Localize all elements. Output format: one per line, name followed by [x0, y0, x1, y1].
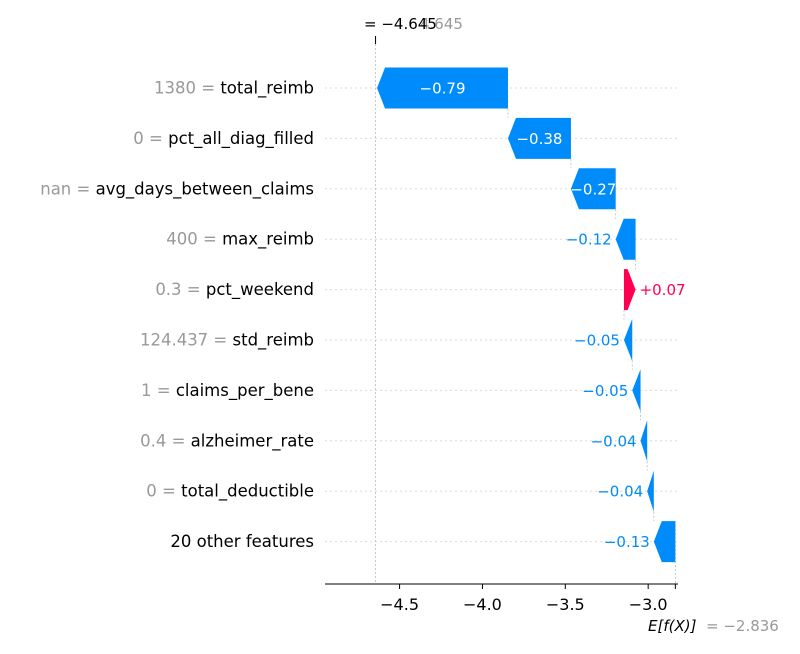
bar-value-label: +0.07: [640, 281, 686, 299]
feature-value: 0.4 =: [140, 431, 191, 450]
bar-avg-days-between-claims: [570, 168, 616, 210]
feature-label: nan = avg_days_between_claims: [40, 179, 314, 199]
feature-label: 1 = claims_per_bene: [141, 381, 314, 401]
feature-label: 0 = total_deductible: [146, 482, 314, 502]
bar-std-reimb: [623, 319, 633, 361]
bar-value-label: −0.05: [574, 332, 620, 350]
feature-label: 124.437 = std_reimb: [140, 331, 314, 351]
bar-value-label: −0.27: [570, 180, 616, 198]
x-tick-label: −4.5: [380, 595, 419, 614]
labels-layer: −0.79 1380 = total_reimb −0.38 0 = pct_all_…: [40, 79, 685, 552]
fx-ghost-label: 4.645: [420, 15, 463, 33]
feature-value: 1 =: [141, 381, 176, 400]
expected-value-label: = −2.836: [706, 617, 779, 635]
bar-max-reimb: [615, 218, 636, 260]
feature-name: pct_weekend: [206, 280, 314, 300]
reference-lines: [375, 36, 676, 584]
bar-value-label: −0.12: [566, 231, 612, 249]
feature-label: 0.4 = alzheimer_rate: [140, 431, 314, 451]
feature-label: 20 other features: [170, 532, 314, 551]
bar-value-label: −0.04: [597, 483, 643, 501]
bars-layer: [377, 67, 676, 563]
bar-total-reimb: [377, 67, 508, 109]
feature-value: 400 =: [166, 230, 222, 249]
feature-label: 0 = pct_all_diag_filled: [133, 129, 314, 149]
grid-layer: [325, 87, 678, 543]
feature-label: 1380 = total_reimb: [154, 79, 314, 99]
feature-name: total_deductible: [181, 482, 314, 502]
feature-name: avg_days_between_claims: [96, 179, 314, 199]
feature-value: 124.437 =: [140, 331, 233, 350]
bar-value-label: −0.13: [604, 533, 650, 551]
feature-label: 400 = max_reimb: [166, 230, 314, 250]
feature-value: 0 =: [146, 482, 181, 501]
feature-label: 0.3 = pct_weekend: [155, 280, 314, 300]
bar-value-label: −0.05: [582, 382, 628, 400]
feature-value: 0 =: [133, 129, 168, 148]
bar-value-label: −0.79: [420, 80, 466, 98]
x-axis: −4.5 −4.0 −3.5 −3.0: [325, 583, 678, 614]
feature-name: 20 other features: [170, 532, 314, 551]
bar-alzheimer-rate: [640, 420, 648, 462]
feature-value: 1380 =: [154, 79, 220, 98]
feature-value: nan =: [40, 179, 95, 198]
feature-name: alzheimer_rate: [191, 431, 314, 451]
x-tick-label: −3.0: [629, 595, 668, 614]
feature-name: claims_per_bene: [176, 381, 314, 401]
bar-20-other-features: [653, 521, 676, 563]
bar-claims-per-bene: [632, 369, 641, 411]
x-tick-label: −3.5: [546, 595, 585, 614]
bar-pct-all-diag-filled: [507, 117, 571, 159]
feature-value: 0.3 =: [155, 280, 206, 299]
expected-value-prefix: E[f(X)]: [648, 617, 697, 635]
feature-name: total_reimb: [220, 79, 314, 99]
x-tick-label: −4.0: [463, 595, 502, 614]
feature-name: max_reimb: [222, 230, 314, 250]
fx-value-label: = −4.645: [364, 15, 437, 33]
bar-total-deductible: [647, 470, 654, 512]
bar-pct-weekend: [623, 269, 636, 311]
bar-value-label: −0.38: [516, 130, 562, 148]
feature-name: std_reimb: [233, 331, 315, 351]
bar-value-label: −0.04: [591, 432, 637, 450]
feature-name: pct_all_diag_filled: [168, 129, 314, 149]
